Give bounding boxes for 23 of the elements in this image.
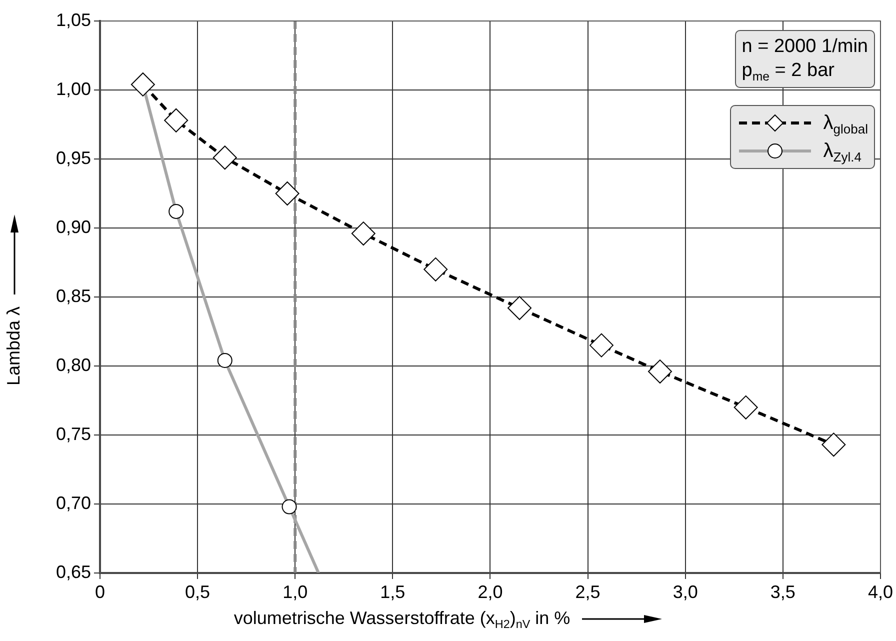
x-tick-label: 3,0 (672, 582, 698, 602)
x-tick-label: 1,5 (380, 582, 406, 602)
legend-label: λ$_{global}$ (823, 112, 868, 136)
y-axis-title: Lambda λ (4, 305, 24, 386)
legend-label: λ$_{Zyl.4}$ (823, 140, 862, 164)
x-axis-title: volumetrische Wasserstoffrate (x$_{H2}$)$_{nV}$ in % (232, 608, 572, 632)
x-tick-label: 0 (94, 582, 106, 602)
annotation: n = 2000 1/min p$_{me}$ = 2 bar (734, 30, 875, 88)
y-tick-label: 0,65 (56, 562, 91, 582)
x-tick-label: 2,5 (575, 582, 600, 602)
x-tick-label: 0,5 (185, 582, 210, 602)
y-tick-label: 0,85 (56, 286, 91, 306)
y-tick-label: 0,70 (56, 492, 91, 513)
y-tick-label: 0,75 (56, 424, 91, 444)
y-tick-label: 1,00 (56, 78, 91, 99)
y-tick-label: 0,95 (56, 148, 91, 168)
x-tick-label: 2,0 (478, 582, 503, 602)
x-tick-label: 3,5 (770, 582, 796, 602)
x-tick-label: 1,0 (282, 582, 308, 602)
y-tick-label: 0,80 (56, 354, 91, 375)
x-tick-label: 4,0 (868, 582, 894, 602)
y-tick-label: 1,05 (56, 10, 91, 30)
y-tick-label: 0,90 (56, 216, 91, 237)
